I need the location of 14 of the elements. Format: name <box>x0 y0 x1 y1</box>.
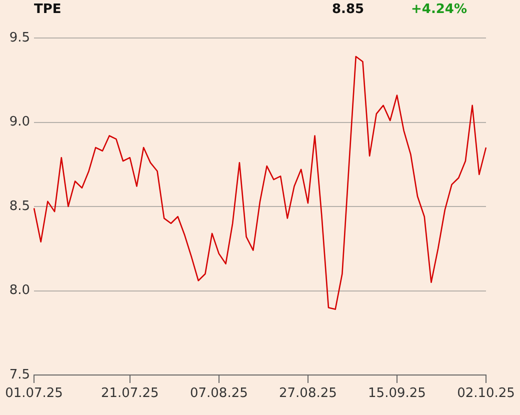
x-tick-label: 27.08.25 <box>278 386 337 402</box>
x-tick-label: 21.07.25 <box>100 386 159 402</box>
x-tick-label: 07.08.25 <box>190 386 248 402</box>
text: 8.85 <box>332 2 364 17</box>
y-tick-label: 9.5 <box>9 30 30 46</box>
text: +4.24% <box>411 2 467 17</box>
x-tick-label: 02.10.25 <box>457 386 515 402</box>
y-tick-label: 7.5 <box>9 367 30 382</box>
x-tick-label: 15.09.25 <box>368 386 426 402</box>
y-tick-label: 9.0 <box>9 114 30 130</box>
x-tick-label: 01.07.25 <box>5 386 63 402</box>
y-tick-label: 8.0 <box>9 283 30 298</box>
chart-title: TPE <box>34 2 62 17</box>
y-tick-label: 8.5 <box>9 198 30 214</box>
